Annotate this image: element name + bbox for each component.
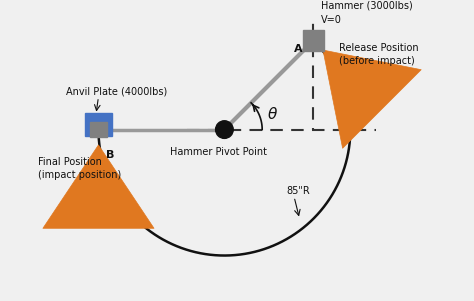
Text: A: A [294, 44, 303, 54]
Text: Hammer Pivot Point: Hammer Pivot Point [170, 147, 266, 157]
Text: V=0: V=0 [321, 15, 342, 25]
Text: B: B [106, 150, 114, 160]
Text: Anvil Plate (4000lbs): Anvil Plate (4000lbs) [66, 87, 167, 97]
Text: (before impact): (before impact) [338, 56, 414, 66]
Bar [85, 113, 112, 136]
Text: (impact position): (impact position) [38, 170, 121, 180]
Circle shape [216, 121, 233, 138]
Text: Final Position: Final Position [38, 157, 102, 167]
Text: Hammer (3000lbs): Hammer (3000lbs) [321, 0, 413, 10]
Bar [90, 122, 107, 137]
Text: Release Position: Release Position [338, 43, 418, 53]
Text: $\theta$: $\theta$ [267, 107, 278, 123]
Text: 85"R: 85"R [286, 187, 310, 197]
